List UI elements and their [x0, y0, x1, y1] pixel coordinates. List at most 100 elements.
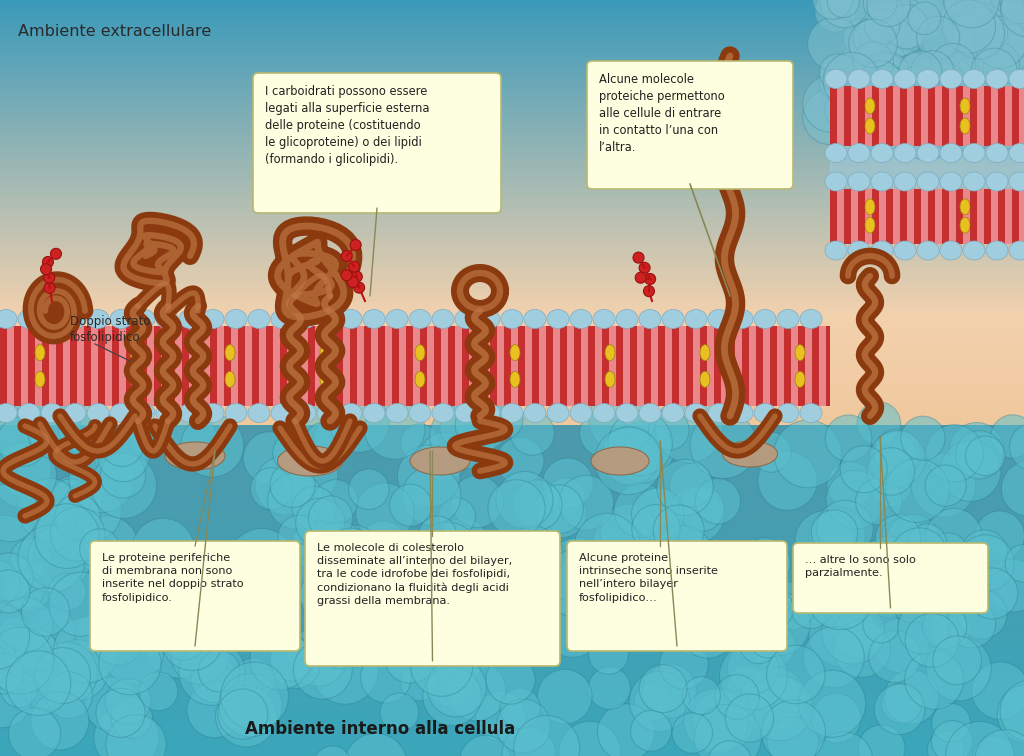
- Circle shape: [946, 20, 998, 72]
- Circle shape: [895, 53, 935, 93]
- Circle shape: [919, 94, 956, 132]
- Circle shape: [50, 507, 104, 562]
- Circle shape: [941, 48, 979, 85]
- Ellipse shape: [409, 404, 431, 423]
- Circle shape: [164, 414, 218, 468]
- Ellipse shape: [225, 371, 234, 387]
- Circle shape: [821, 601, 885, 665]
- Ellipse shape: [570, 309, 592, 329]
- Ellipse shape: [547, 309, 569, 329]
- Circle shape: [559, 721, 621, 756]
- Ellipse shape: [685, 404, 707, 423]
- Ellipse shape: [591, 447, 649, 475]
- Ellipse shape: [723, 441, 777, 467]
- Circle shape: [885, 564, 942, 622]
- Circle shape: [834, 620, 891, 677]
- Circle shape: [863, 0, 897, 20]
- FancyBboxPatch shape: [567, 541, 787, 651]
- Circle shape: [18, 479, 80, 541]
- Circle shape: [868, 631, 921, 683]
- Circle shape: [684, 689, 749, 754]
- Circle shape: [882, 683, 922, 723]
- Ellipse shape: [986, 241, 1008, 260]
- Circle shape: [181, 414, 244, 477]
- Circle shape: [632, 504, 680, 553]
- Ellipse shape: [639, 404, 662, 423]
- Ellipse shape: [409, 309, 431, 329]
- Ellipse shape: [848, 144, 870, 163]
- Circle shape: [759, 677, 803, 721]
- Circle shape: [1, 671, 38, 708]
- Circle shape: [983, 40, 1024, 95]
- Circle shape: [249, 540, 301, 592]
- Circle shape: [767, 717, 818, 756]
- Circle shape: [349, 547, 408, 606]
- Circle shape: [851, 73, 891, 113]
- Circle shape: [987, 112, 1024, 150]
- Ellipse shape: [800, 309, 822, 329]
- Circle shape: [167, 577, 226, 637]
- Circle shape: [885, 670, 939, 724]
- Ellipse shape: [963, 241, 985, 260]
- Ellipse shape: [871, 172, 893, 191]
- Ellipse shape: [894, 172, 916, 191]
- Circle shape: [926, 508, 982, 564]
- Circle shape: [98, 430, 150, 482]
- Ellipse shape: [432, 404, 454, 423]
- Circle shape: [908, 2, 941, 35]
- Circle shape: [944, 0, 978, 14]
- Circle shape: [870, 64, 923, 117]
- Ellipse shape: [777, 404, 799, 423]
- Circle shape: [713, 553, 772, 612]
- Circle shape: [791, 587, 831, 628]
- Circle shape: [886, 514, 940, 569]
- Circle shape: [51, 479, 91, 519]
- Circle shape: [228, 528, 295, 595]
- Circle shape: [205, 571, 269, 635]
- Circle shape: [0, 559, 19, 607]
- Circle shape: [814, 732, 872, 756]
- Circle shape: [901, 108, 953, 160]
- Circle shape: [446, 662, 506, 720]
- Circle shape: [638, 487, 677, 526]
- Ellipse shape: [754, 404, 776, 423]
- Ellipse shape: [1009, 241, 1024, 260]
- Circle shape: [866, 0, 910, 26]
- Circle shape: [939, 87, 994, 142]
- Circle shape: [361, 521, 406, 565]
- Circle shape: [975, 730, 1024, 756]
- Circle shape: [28, 526, 91, 590]
- Circle shape: [341, 270, 352, 280]
- Ellipse shape: [524, 309, 546, 329]
- Ellipse shape: [41, 404, 63, 423]
- Circle shape: [36, 643, 97, 705]
- Circle shape: [218, 689, 268, 739]
- Circle shape: [305, 422, 343, 461]
- Circle shape: [844, 75, 884, 114]
- Ellipse shape: [133, 309, 155, 329]
- Ellipse shape: [179, 309, 201, 329]
- Circle shape: [984, 38, 1024, 92]
- Circle shape: [232, 658, 274, 700]
- Circle shape: [600, 504, 657, 562]
- Circle shape: [874, 50, 932, 108]
- Circle shape: [870, 68, 903, 100]
- Circle shape: [496, 472, 553, 528]
- Circle shape: [988, 80, 1022, 114]
- Ellipse shape: [986, 172, 1008, 191]
- Circle shape: [92, 613, 143, 665]
- Circle shape: [882, 0, 932, 50]
- Circle shape: [675, 617, 713, 655]
- Circle shape: [986, 24, 1024, 72]
- Circle shape: [270, 544, 330, 603]
- Circle shape: [593, 514, 650, 572]
- Circle shape: [365, 399, 425, 460]
- Circle shape: [102, 623, 163, 683]
- Circle shape: [0, 442, 56, 508]
- Circle shape: [1007, 45, 1024, 97]
- Circle shape: [989, 83, 1023, 118]
- Circle shape: [856, 66, 916, 125]
- Ellipse shape: [963, 172, 985, 191]
- Ellipse shape: [894, 70, 916, 88]
- Circle shape: [547, 478, 585, 516]
